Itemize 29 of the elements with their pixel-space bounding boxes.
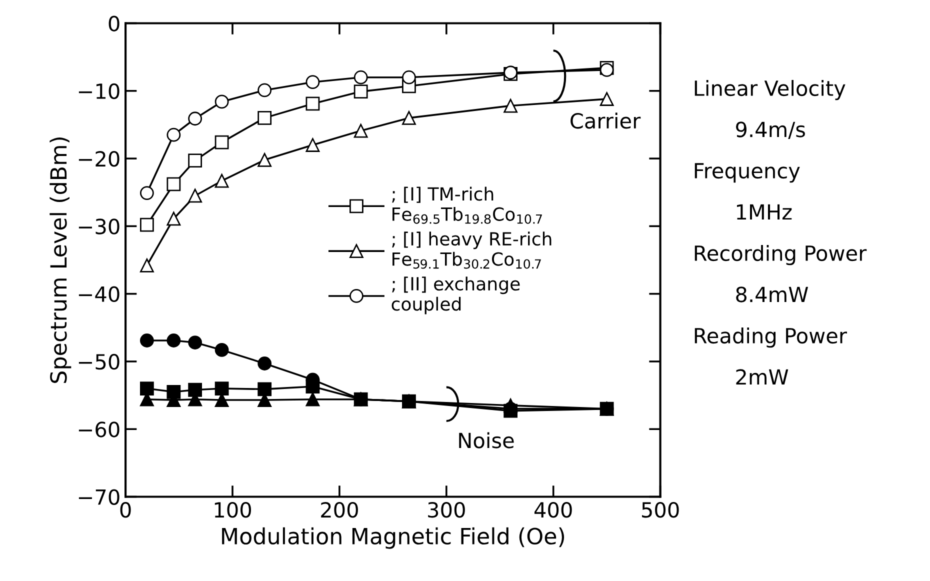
- legend-label: ; [I] TM-rich Fe$_{69.5}$Tb$_{19.8}$Co$_{10.7}$: [392, 186, 542, 224]
- x-tick-label: 300: [428, 502, 465, 518]
- text: 2mW: [736, 369, 788, 385]
- y-tick-label: −10: [78, 83, 120, 100]
- x-tick-label: 400: [534, 502, 572, 518]
- x-tick-label: 500: [642, 502, 679, 518]
- text: Recording Power: [694, 244, 867, 266]
- y-tick-label: −40: [78, 286, 120, 302]
- annotation: Carrier: [570, 112, 641, 129]
- text: 1MHz: [736, 204, 792, 220]
- y-tick-label: −70: [78, 489, 120, 505]
- x-axis-title: Modulation Magnetic Field (Oe): [222, 527, 564, 549]
- y-tick-label: 0: [108, 16, 120, 32]
- text: 8.4mW: [736, 286, 808, 302]
- y-tick-label: −20: [78, 150, 120, 167]
- annotation: Noise: [459, 432, 514, 448]
- y-tick-label: −50: [78, 354, 120, 370]
- legend-label: ; [II] exchange coupled: [392, 276, 520, 314]
- y-tick-label: −60: [78, 422, 120, 438]
- legend-label: ; [I] heavy RE-rich Fe$_{59.1}$Tb$_{30.2}$Co$_{10.7}$: [392, 232, 552, 269]
- x-tick-label: 100: [214, 502, 251, 518]
- y-axis-title: Spectrum Level (dBm): [50, 138, 72, 383]
- text: Reading Power: [694, 327, 848, 348]
- x-tick-label: 200: [321, 502, 358, 518]
- y-tick-label: −30: [78, 218, 120, 234]
- text: 9.4m/s: [736, 122, 805, 139]
- text: Linear Velocity: [694, 80, 846, 100]
- text: Frequency: [694, 163, 800, 183]
- x-tick-label: 0: [120, 502, 131, 518]
